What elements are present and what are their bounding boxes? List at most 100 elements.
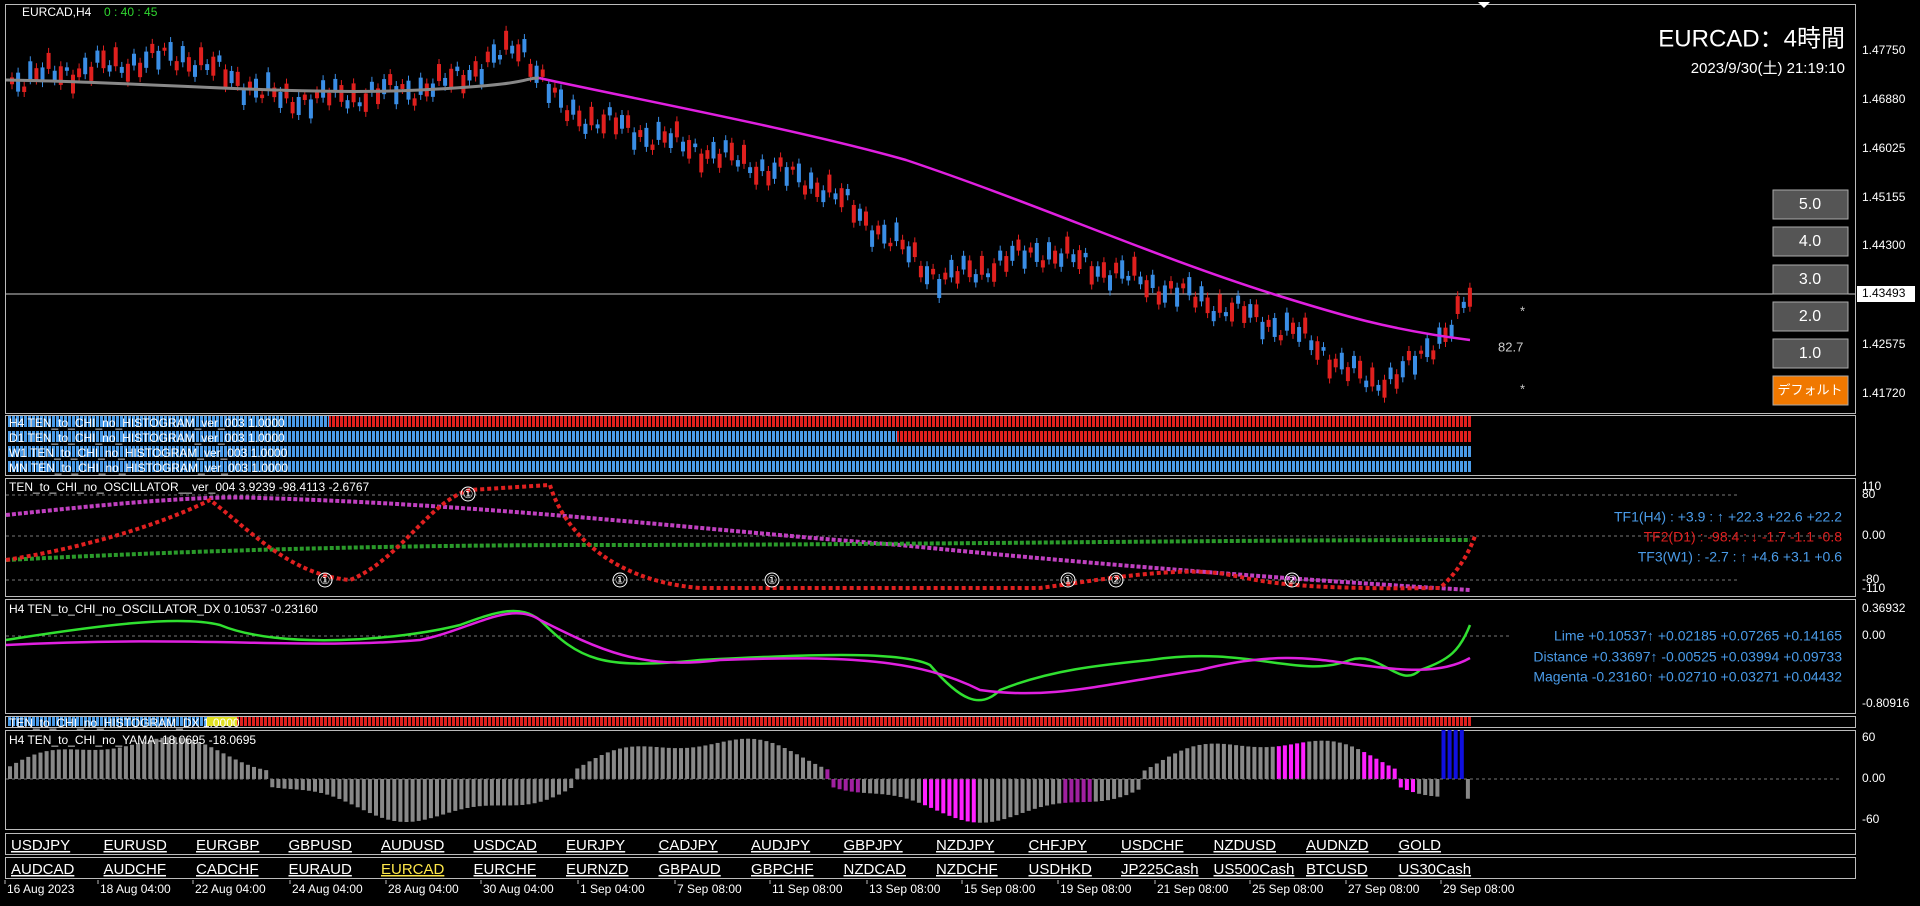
datetime: 2023/9/30(土) 21:19:10 <box>1691 60 1845 77</box>
hist-bars <box>7 416 329 427</box>
yama-title: H4 TEN_to_CHI_no_YAMA -18.0695 -18.0695 <box>9 733 256 747</box>
symbol-button[interactable]: AUDCAD <box>11 861 75 878</box>
symbol-button[interactable]: EURJPY <box>566 837 625 854</box>
symbol-button[interactable]: AUDJPY <box>751 837 810 854</box>
yama-bar <box>538 779 543 802</box>
candle <box>1162 285 1167 303</box>
symbol-button[interactable]: EURUSD <box>104 837 168 854</box>
symbol-button[interactable]: US500Cash <box>1214 861 1295 878</box>
symbol-button[interactable]: EURAUD <box>289 861 353 878</box>
dx-hist-label: TEN_to_CHI_no_HISTOGRAM_DX 1.0000 <box>9 716 240 730</box>
yama-bar <box>685 747 690 779</box>
symbol-button[interactable]: JP225Cash <box>1121 861 1199 878</box>
candle <box>1278 335 1283 341</box>
yama-bar <box>514 779 519 806</box>
yama-bar <box>1465 779 1470 799</box>
yama-bar <box>258 768 263 779</box>
symbol-button[interactable]: AUDCHF <box>104 861 167 878</box>
yama-bar <box>465 779 470 808</box>
symbol-button[interactable]: NZDUSD <box>1214 837 1277 854</box>
yama-bar <box>1282 745 1287 779</box>
dx-magenta <box>5 612 1471 695</box>
candle <box>235 71 240 86</box>
zoom-button-label[interactable]: 2.0 <box>1799 308 1821 325</box>
candle <box>754 166 759 185</box>
symbol-button[interactable]: GBPUSD <box>289 837 353 854</box>
yama-bar <box>1289 744 1293 779</box>
price-label: 1.44300 <box>1862 238 1906 252</box>
zoom-button[interactable] <box>1772 264 1849 295</box>
symbol-button[interactable]: US30Cash <box>1399 861 1472 878</box>
symbol-button[interactable]: NZDCHF <box>936 861 998 878</box>
symbol-button[interactable]: GBPAUD <box>659 861 721 878</box>
zoom-button[interactable] <box>1772 301 1849 332</box>
candle <box>674 121 679 138</box>
candle <box>632 132 637 150</box>
zoom-button-label[interactable]: 4.0 <box>1799 233 1821 250</box>
yama-bar <box>794 754 799 779</box>
symbol-button[interactable]: NZDCAD <box>844 861 907 878</box>
symbol-button[interactable]: USDCAD <box>474 837 538 854</box>
symbol-button[interactable]: USDHKD <box>1029 861 1093 878</box>
symbol-button[interactable]: CADCHF <box>196 861 259 878</box>
symbol-button[interactable]: EURGBP <box>196 837 259 854</box>
zoom-button-label[interactable]: 3.0 <box>1799 271 1821 288</box>
osc-readout: TF2(D1) : -98.4 : ↓ -1.7 -1.1 -0.8 <box>1644 529 1843 545</box>
zoom-button-label[interactable]: 1.0 <box>1799 345 1821 362</box>
symbol-button[interactable]: EURNZD <box>566 861 629 878</box>
symbol-button[interactable]: EURCAD <box>381 861 445 878</box>
axis-label: 0.36932 <box>1862 601 1906 615</box>
yama-bar <box>1404 779 1409 790</box>
yama-bar <box>593 758 598 779</box>
reset-button[interactable] <box>1772 375 1849 406</box>
symbol-button[interactable]: USDJPY <box>11 837 70 854</box>
candle <box>1236 295 1241 304</box>
yama-bar <box>477 779 482 807</box>
zoom-button[interactable] <box>1772 338 1849 369</box>
candle <box>498 54 502 60</box>
symbol-button[interactable]: CADJPY <box>659 837 718 854</box>
yama-bar <box>313 779 317 792</box>
symbol-button[interactable]: USDCHF <box>1121 837 1184 854</box>
symbol-button[interactable]: EURCHF <box>474 861 537 878</box>
yama-bar <box>386 779 391 820</box>
symbol-button[interactable]: GBPCHF <box>751 861 814 878</box>
zoom-button[interactable] <box>1772 226 1849 257</box>
yama-bar <box>1045 779 1049 806</box>
candle <box>803 185 807 195</box>
yama-bar <box>904 779 909 799</box>
zoom-button-label[interactable]: 5.0 <box>1799 196 1821 213</box>
yama-bar <box>75 749 80 779</box>
yama-bar <box>288 779 293 790</box>
price-label: 1.46025 <box>1862 141 1906 155</box>
symbol-label: EURCAD,H4 <box>22 5 92 19</box>
yama-bar <box>831 779 836 788</box>
candle <box>119 66 124 73</box>
marker: ① <box>615 573 626 587</box>
yama-bar <box>1435 779 1440 797</box>
yama-bar <box>1075 779 1080 803</box>
candle <box>64 67 69 71</box>
candle <box>1370 367 1375 387</box>
symbol-button[interactable]: GBPJPY <box>844 837 903 854</box>
symbol-button[interactable]: NZDJPY <box>936 837 994 854</box>
axis-label: 60 <box>1862 730 1876 744</box>
yama-bar <box>416 779 421 821</box>
symbol-button[interactable]: AUDNZD <box>1306 837 1369 854</box>
candle <box>668 133 673 149</box>
osc-readout: TF1(H4) : +3.9 : ↑ +22.3 +22.6 +22.2 <box>1614 509 1842 525</box>
symbol-button[interactable]: BTCUSD <box>1306 861 1368 878</box>
yama-bar <box>1350 746 1354 779</box>
candle <box>77 68 82 78</box>
symbol-button[interactable]: AUDUSD <box>381 837 445 854</box>
yama-bar <box>154 738 159 779</box>
symbol-button[interactable]: GOLD <box>1399 837 1442 854</box>
candle <box>784 167 789 186</box>
candles <box>10 25 1472 403</box>
candle <box>101 50 106 69</box>
reset-button-label[interactable]: デフォルト <box>1777 382 1842 397</box>
candle <box>382 79 387 95</box>
symbol-button[interactable]: CHFJPY <box>1029 837 1087 854</box>
zoom-button[interactable] <box>1772 189 1849 220</box>
marker: ② <box>1111 573 1122 587</box>
